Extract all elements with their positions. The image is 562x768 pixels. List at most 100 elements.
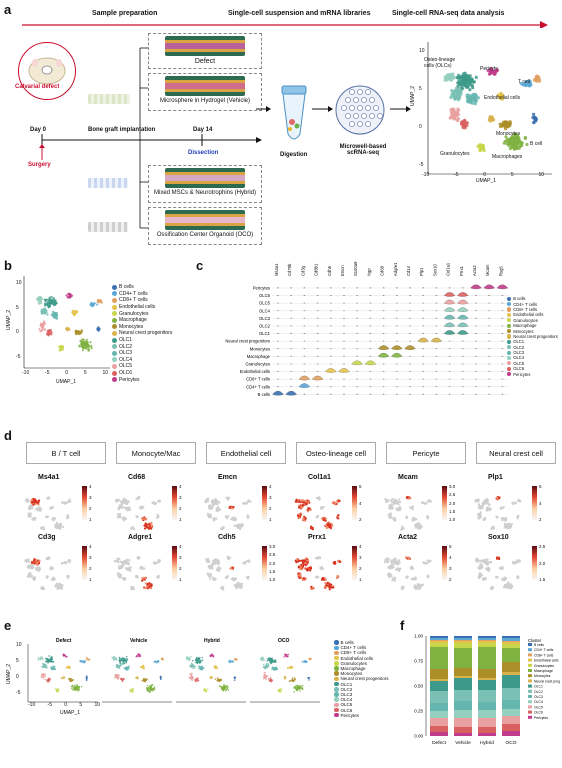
umap-point	[461, 122, 465, 126]
umap-point	[121, 679, 124, 681]
feature-umap	[383, 556, 432, 591]
umap-point	[515, 146, 519, 150]
feature-point	[208, 516, 211, 519]
feature-point	[489, 561, 492, 564]
umap-a-label-gran: Granulocytes	[440, 151, 470, 157]
scale-tick: 3	[89, 555, 92, 560]
legend-label: OLC1	[119, 337, 133, 344]
violin	[409, 332, 411, 334]
legend-item: Monocytes	[507, 328, 558, 334]
violin	[395, 287, 398, 289]
violin	[488, 310, 491, 312]
scale-tick: 3	[89, 495, 92, 500]
umap-point	[42, 658, 44, 661]
feature-point	[399, 500, 402, 504]
feature-point	[477, 576, 481, 580]
violin	[488, 332, 491, 334]
violin	[448, 287, 451, 289]
umap-point	[85, 675, 88, 678]
legend-item: Endothelial cells	[507, 312, 558, 317]
feature-point	[390, 498, 393, 501]
microwell	[357, 89, 363, 95]
legend-swatch	[112, 304, 117, 310]
umap-point	[81, 661, 84, 663]
umap-point	[510, 138, 514, 142]
violin	[409, 310, 411, 312]
umap-point	[499, 96, 503, 100]
legend-swatch	[507, 318, 512, 323]
feature-point	[482, 518, 485, 521]
violin	[369, 348, 372, 350]
feature-point	[491, 586, 494, 589]
feature-point	[326, 581, 329, 584]
feature-point	[324, 585, 327, 588]
feature-point	[324, 577, 327, 580]
violin	[369, 378, 372, 380]
gene-label: Mcam	[485, 264, 490, 276]
feature-point	[503, 583, 506, 587]
microwell	[357, 105, 363, 111]
umap-point	[504, 124, 508, 128]
feature-point	[414, 518, 417, 521]
feature-point	[157, 560, 160, 563]
violin	[475, 332, 477, 334]
feature-point	[58, 524, 62, 528]
feature-point	[307, 501, 310, 504]
violin	[435, 317, 438, 319]
feature-point	[407, 497, 410, 500]
violin	[369, 310, 372, 312]
violin	[303, 294, 306, 296]
umap-point	[461, 87, 465, 91]
umap-point	[68, 328, 71, 331]
feature-point	[331, 524, 334, 528]
violin	[501, 310, 504, 312]
legend-label: Pericytes	[513, 371, 531, 377]
feature-point	[50, 567, 54, 570]
feature-point	[337, 560, 340, 563]
violin	[303, 287, 306, 289]
umap-point	[82, 338, 85, 341]
feature-point	[297, 566, 300, 569]
violin	[395, 310, 398, 312]
umap-point	[69, 665, 71, 668]
feature-point	[388, 504, 391, 507]
feature-point	[496, 515, 499, 518]
legend-swatch	[112, 377, 117, 383]
feature-point	[502, 506, 505, 509]
feature-point	[214, 577, 217, 581]
legend-label: OLC5	[513, 360, 525, 366]
violin	[382, 310, 385, 312]
microwell	[373, 105, 379, 111]
feature-point	[58, 523, 61, 526]
feature-point	[413, 586, 416, 589]
gene-label: Sox10	[432, 263, 437, 276]
umap-point	[44, 303, 47, 306]
feature-point	[42, 528, 45, 531]
umap-point	[518, 145, 522, 149]
feature-point	[67, 576, 70, 579]
feature-point	[217, 560, 220, 563]
umap-point	[470, 84, 474, 88]
feature-point	[316, 556, 319, 559]
umap-point	[48, 680, 51, 682]
feature-point	[121, 516, 124, 520]
scale-tick: 2	[449, 577, 452, 582]
legend-item: CD8+ T cells	[507, 307, 558, 312]
violin	[329, 317, 332, 319]
gene-feature-title: Acta2	[398, 534, 418, 541]
violin	[475, 363, 477, 365]
y-tick: 10	[419, 48, 425, 54]
feature-point	[52, 516, 55, 519]
feature-point	[297, 572, 300, 575]
umap-point	[48, 300, 51, 303]
violin	[461, 386, 464, 388]
umap-point	[469, 99, 473, 103]
gene-label: Plp1	[419, 267, 424, 276]
umap-point	[461, 125, 465, 130]
violin	[316, 287, 319, 289]
feature-point	[388, 566, 391, 569]
violin	[395, 378, 398, 380]
violin	[422, 363, 425, 365]
feature-point	[338, 500, 341, 503]
